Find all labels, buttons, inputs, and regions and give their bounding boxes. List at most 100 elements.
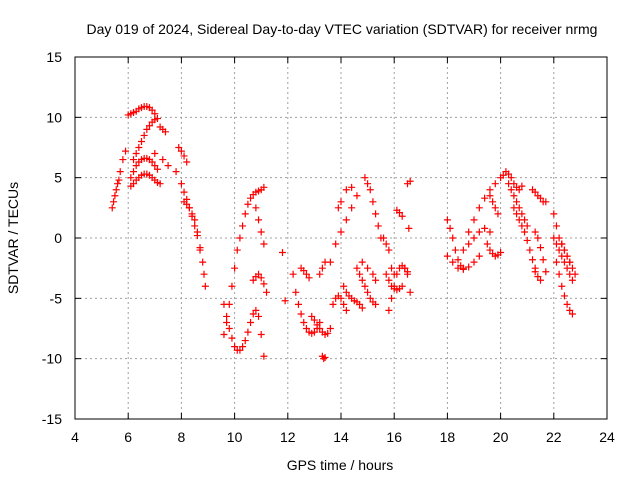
data-point [116, 168, 124, 176]
data-point [382, 270, 390, 278]
data-point [200, 270, 208, 278]
data-point [537, 276, 544, 284]
data-point [308, 312, 316, 320]
data-point [405, 224, 413, 232]
data-point [361, 174, 369, 182]
data-point [115, 176, 123, 184]
data-point [385, 306, 393, 314]
data-point [494, 210, 502, 218]
y-tick-label: 15 [46, 49, 62, 65]
data-point [534, 234, 542, 242]
series-arc-13 [220, 183, 268, 339]
data-point [180, 188, 188, 196]
data-point [324, 329, 332, 337]
data-point [342, 216, 350, 224]
data-point [332, 240, 340, 248]
data-point [534, 273, 542, 281]
data-point [507, 186, 515, 194]
data-point [257, 228, 265, 236]
data-point [552, 222, 560, 230]
data-point [260, 352, 268, 360]
y-tick-label: -5 [50, 290, 63, 306]
data-point [566, 306, 574, 314]
data-point [388, 264, 396, 272]
data-point [560, 292, 568, 300]
data-point [236, 346, 244, 354]
data-point [329, 300, 337, 308]
data-point [366, 294, 374, 302]
data-point [175, 144, 183, 151]
data-point [244, 328, 252, 336]
data-point [132, 162, 140, 170]
data-point [148, 106, 156, 114]
data-point [138, 137, 145, 145]
data-point [236, 234, 244, 242]
data-point [340, 282, 348, 290]
data-point [560, 246, 568, 254]
data-point [127, 174, 135, 182]
data-point [193, 228, 201, 236]
data-point [252, 306, 260, 314]
data-point [563, 300, 571, 308]
data-point [451, 246, 459, 254]
data-point [233, 246, 241, 254]
data-point [185, 204, 193, 212]
data-point [110, 198, 118, 206]
data-point [326, 258, 334, 266]
data-point [518, 222, 526, 230]
series-arc-11 [180, 198, 204, 254]
data-point [358, 258, 366, 266]
data-point [491, 180, 499, 188]
data-point [446, 224, 454, 232]
data-point [489, 198, 497, 206]
data-point [228, 334, 236, 342]
data-point [228, 282, 236, 290]
data-point [459, 246, 467, 254]
series-arc-7 [151, 150, 172, 170]
x-tick-label: 24 [599, 429, 615, 445]
data-point [153, 115, 161, 123]
data-point [521, 228, 529, 236]
data-point [369, 198, 377, 206]
data-point [159, 156, 167, 164]
data-point [529, 256, 537, 264]
data-point [289, 270, 297, 278]
data-point [558, 282, 566, 290]
data-point [366, 186, 374, 194]
data-point [223, 312, 231, 320]
data-point [220, 331, 228, 339]
data-point [337, 294, 345, 302]
data-point [249, 310, 257, 318]
data-point [398, 212, 406, 220]
series-arc-46 [531, 228, 550, 276]
data-point [406, 288, 414, 296]
data-point [531, 188, 539, 196]
series-arc-4 [130, 115, 161, 164]
data-point [353, 264, 361, 272]
data-point [568, 276, 576, 284]
data-point [334, 204, 342, 212]
series-arc-5 [127, 154, 161, 182]
data-point [119, 156, 127, 164]
data-point [278, 248, 286, 256]
data-point [300, 318, 308, 326]
data-point [401, 264, 409, 272]
data-point [114, 180, 122, 188]
series-arc-19 [297, 264, 313, 282]
series-arc-21 [318, 352, 329, 363]
data-point [518, 182, 526, 190]
data-point [393, 270, 401, 278]
data-point [465, 240, 473, 248]
series-arc-49 [550, 234, 576, 284]
data-point [348, 183, 356, 191]
data-point [475, 252, 483, 260]
data-point [358, 276, 366, 284]
data-point [108, 204, 116, 212]
data-point [361, 282, 369, 290]
data-point [526, 246, 534, 254]
data-point [191, 222, 199, 230]
data-point [358, 304, 366, 312]
data-point [470, 216, 478, 224]
data-point [326, 325, 334, 332]
data-point [537, 194, 544, 202]
